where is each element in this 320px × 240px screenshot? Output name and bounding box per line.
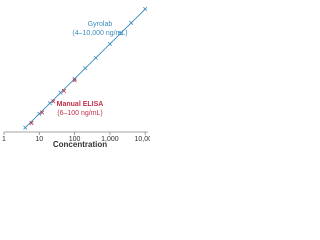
data-point — [72, 78, 77, 83]
annotation: (6–100 ng/mL) — [57, 110, 103, 117]
data-point — [107, 41, 112, 46]
chart: Concentration 1 10 100 1,000 10,000 Gyrolab (4… — [0, 0, 150, 150]
x-axis-label: Concentration — [53, 140, 107, 149]
data-point — [143, 6, 148, 12]
data-point — [47, 101, 53, 106]
x-tick-label: 10,000 — [134, 136, 150, 143]
data-point — [129, 20, 134, 25]
data-point — [29, 120, 34, 126]
x-tick-label: 1,000 — [101, 136, 119, 143]
data-point — [61, 88, 67, 93]
annotation: Gyrolab — [88, 21, 113, 28]
x-tick-label: 10 — [35, 136, 43, 143]
x-tick-label: 100 — [69, 136, 81, 143]
data-point — [40, 110, 45, 115]
background — [0, 0, 150, 150]
data-point — [51, 99, 56, 104]
annotation: (4–10,000 ng/mL) — [72, 30, 127, 37]
annotation: Manual ELISA — [57, 101, 104, 108]
data-point — [93, 55, 98, 60]
data-point — [58, 90, 63, 95]
data-point — [72, 76, 77, 81]
data-point — [37, 111, 42, 116]
data-point — [83, 66, 88, 71]
x-tick-label: 1 — [2, 136, 6, 143]
data-point — [118, 31, 123, 36]
data-point — [23, 125, 28, 130]
